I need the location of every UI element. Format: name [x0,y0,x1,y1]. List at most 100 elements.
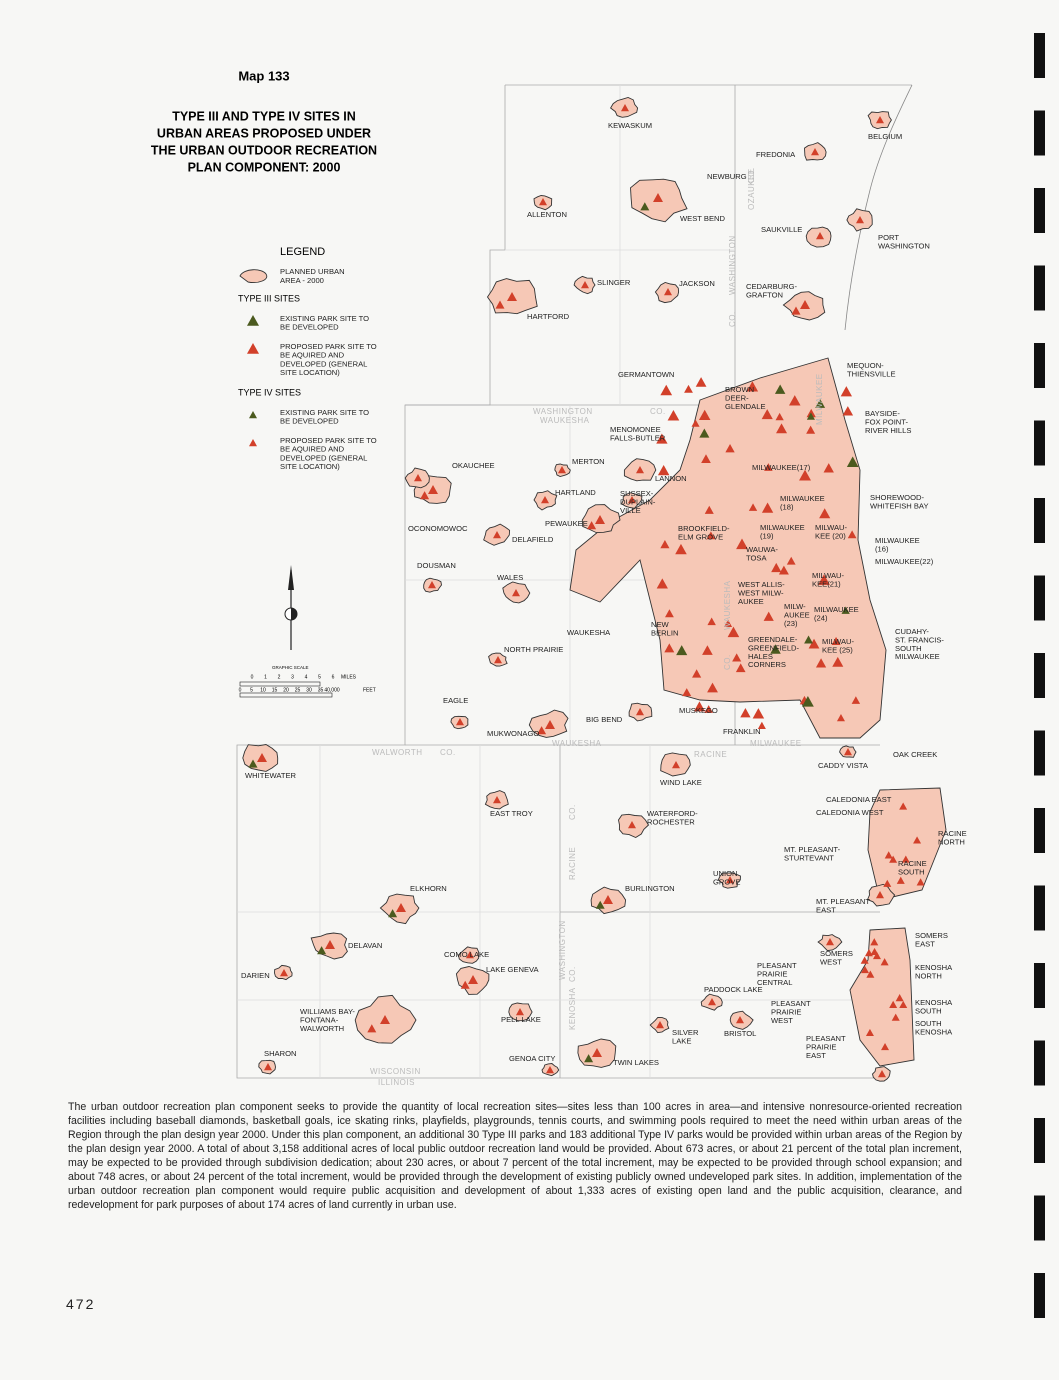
place-label: WIND LAKE [660,778,702,787]
existing-site [699,428,710,438]
place-label: AUKEE [738,597,764,606]
scale-tick: 0 [251,674,254,680]
place-label: SOUTH [915,1006,942,1015]
place-label: HARTLAND [555,488,596,497]
existing-site [864,949,873,957]
existing-site [889,855,898,863]
existing-site [516,1008,524,1016]
legend-label: BE AQUIRED AND [280,445,345,454]
place-label: CUDAHY- [895,627,929,636]
binding-bar [1034,575,1045,621]
place-label: MEQUON- [847,361,884,370]
place-label: PEWAUKEE [545,519,588,528]
existing-site [546,1066,554,1074]
existing-site [740,708,751,718]
place-label: MILWAUKEE(17) [752,463,811,472]
place-label: EAGLE [443,696,468,705]
urban-area [569,357,887,739]
place-label: FOX POINT- [865,417,909,426]
place-label: MILWAU- [812,571,845,580]
place-label: MILWAUKEE [780,494,825,503]
existing-site [876,891,884,899]
existing-site [692,669,702,678]
place-label: PRAIRIE [806,1042,836,1051]
body-text: The urban outdoor recreation plan compon… [68,1101,962,1211]
county-label: WASHINGTON [533,407,593,416]
place-label: WEST MILW- [738,588,784,597]
existing-site [815,658,827,668]
existing-site [736,1016,744,1024]
place-label: CALEDONIA EAST [826,795,892,804]
county-boundaries [236,84,913,1079]
existing-site [257,753,267,762]
existing-site [789,395,801,406]
scale-bar [239,681,321,687]
place-label: BROWN [725,385,754,394]
existing-site [466,951,474,959]
place-label: CENTRAL [757,978,792,987]
place-label: CEDARBURG- [746,282,798,291]
park-sites [248,104,925,1078]
existing-site [636,708,644,716]
place-label: PLEASANT [771,999,811,1008]
map-title: TYPE III AND TYPE IV SITES IN URBAN AREAS… [151,109,377,174]
existing-site [808,638,820,649]
legend-label: BE AQUIRED AND [280,351,345,360]
existing-site [815,399,826,408]
place-label: (19) [760,531,774,540]
county-label: CO. [440,748,456,757]
existing-site [878,1070,886,1078]
legend-symbol [249,439,257,447]
existing-site [774,384,786,394]
place-label: SOUTH [898,867,925,876]
binding-bar [1034,1195,1045,1241]
existing-site [870,947,879,956]
scale-tick: 5 [250,687,253,693]
existing-site [676,645,688,656]
place-label: PRAIRIE [757,969,787,978]
place-label: OAK CREEK [893,750,937,759]
existing-site [621,104,629,112]
existing-site [899,1000,908,1009]
place-label: WHITEWATER [245,771,297,780]
existing-site [628,496,636,504]
title-line: URBAN AREAS PROPOSED UNDER [157,126,371,140]
existing-site [752,708,765,719]
existing-site [380,1015,390,1024]
urban-area [867,787,947,901]
legend-label: SITE LOCATION) [280,368,340,377]
existing-site [693,701,705,712]
legend-symbol [247,315,259,326]
existing-site [771,562,782,573]
scale-tick: 40,000 [324,687,340,693]
existing-site [725,443,735,453]
scale-tick: 1 [264,674,267,680]
existing-site [675,543,687,555]
title-line: TYPE III AND TYPE IV SITES IN [172,109,356,123]
legend-label: EXISTING PARK SITE TO [280,314,369,323]
place-label: WILLIAMS BAY- [300,1007,355,1016]
legend-symbol [247,343,259,354]
place-label: WASHINGTON [878,241,930,250]
place-label: NEW [651,620,670,629]
place-label: MENOMONEE [610,425,661,434]
existing-site [840,386,853,397]
place-label: WHITEFISH BAY [870,501,929,510]
existing-site [558,466,566,474]
scale-tick: 0 [239,687,242,693]
binding-bar [1034,343,1045,388]
existing-site [653,193,663,202]
legend-symbol [249,411,257,419]
existing-site [707,617,716,626]
county-label: WAUKESHA [723,580,732,630]
existing-site [806,425,816,434]
place-label: KENOSHA [915,963,953,972]
county-label: WASHINGTON [728,235,737,295]
place-label: KENOSHA [915,998,953,1007]
binding-bar [1034,653,1045,698]
existing-site [851,696,861,704]
existing-site [876,116,884,124]
county-label: CO. [568,804,577,820]
